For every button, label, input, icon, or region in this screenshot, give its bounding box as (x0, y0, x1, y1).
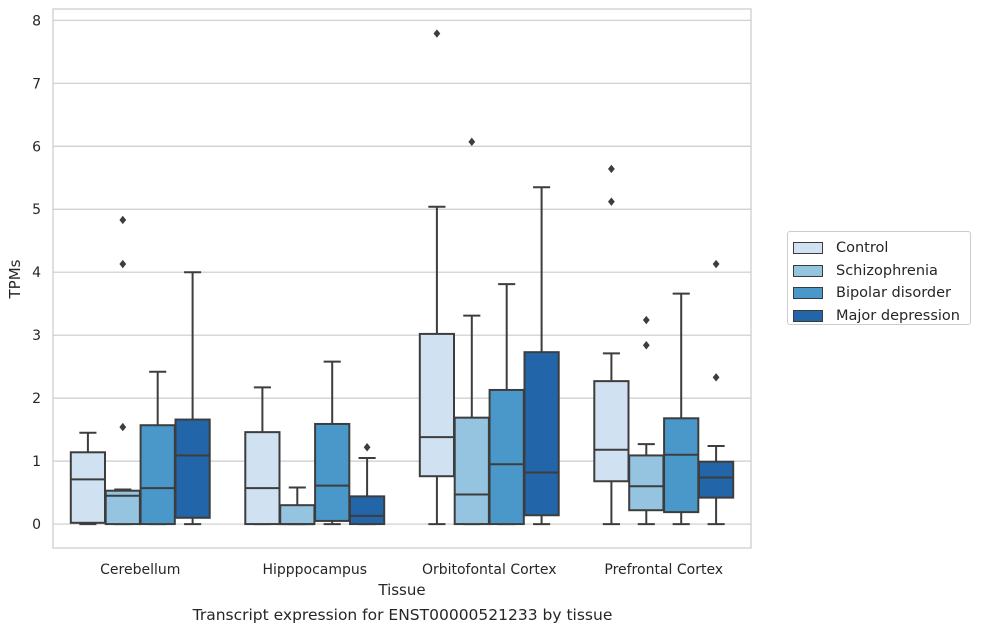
box-body (348, 495, 386, 526)
box-body (174, 418, 211, 519)
box-3-3 (697, 259, 735, 526)
box-body (523, 351, 560, 517)
y-tick-label: 3 (32, 328, 41, 344)
x-tick-label: Prefrontal Cortex (604, 562, 723, 578)
y-tick-label: 8 (32, 13, 41, 29)
box-body (69, 451, 107, 524)
box-3-1 (628, 315, 665, 526)
x-axis-label: Tissue (377, 581, 425, 599)
box-0-2 (139, 370, 176, 526)
legend-label: Schizophrenia (836, 262, 938, 279)
box-body (453, 416, 490, 526)
legend-swatch (793, 287, 823, 300)
box-0-1 (104, 215, 141, 526)
box-3-0 (593, 164, 630, 526)
y-tick-label: 7 (32, 76, 41, 92)
box-body (314, 422, 351, 522)
outlier-point (119, 259, 127, 269)
box-body (593, 380, 630, 483)
plot-frame (52, 8, 752, 549)
outlier-point (642, 315, 650, 325)
legend-swatch (793, 309, 823, 322)
outlier-point (712, 259, 720, 269)
x-tick-labels: Cerebellum Hipppocampus Orbitofontal Corte… (100, 562, 723, 578)
outlier-point (608, 164, 615, 174)
box-body (139, 424, 176, 526)
box-body (663, 417, 700, 514)
outlier-point (608, 197, 615, 206)
legend-swatch (793, 242, 823, 255)
legend: Control Schizophrenia Bipolar disorder Majo… (787, 231, 971, 325)
box-body (697, 460, 735, 499)
legend-item: Control (793, 237, 970, 260)
legend-label: Control (836, 240, 889, 257)
y-tick-label: 2 (32, 391, 41, 407)
box-2-1 (453, 137, 490, 526)
legend-swatch (793, 264, 823, 277)
box-series (69, 29, 735, 526)
box-1-2 (314, 360, 351, 526)
x-tick-label: Orbitofontal Cortex (422, 562, 557, 578)
y-tick-label: 6 (32, 139, 41, 155)
outlier-point (433, 29, 441, 38)
box-1-0 (244, 386, 281, 526)
box-2-2 (488, 283, 525, 526)
outlier-point (119, 215, 127, 225)
box-1-1 (279, 486, 316, 526)
box-0-0 (69, 431, 107, 526)
box-body (488, 388, 525, 526)
y-tick-labels: 0 1 2 3 4 5 6 7 8 (32, 13, 41, 533)
outlier-point (119, 422, 127, 432)
y-tick-label: 4 (32, 265, 41, 281)
legend-item: Major depression (793, 305, 970, 328)
box-body (628, 454, 665, 512)
legend-label: Major depression (836, 307, 960, 324)
outlier-point (363, 443, 371, 452)
box-1-3 (348, 443, 386, 526)
legend-label: Bipolar disorder (836, 285, 951, 302)
box-body (244, 431, 281, 526)
box-0-3 (174, 271, 211, 526)
box-body (418, 332, 456, 478)
chart-caption: Transcript expression for ENST0000052123… (192, 606, 613, 624)
y-tick-label: 1 (32, 454, 41, 470)
y-tick-label: 5 (32, 202, 41, 218)
outlier-point (712, 373, 720, 382)
box-2-3 (523, 186, 560, 526)
legend-item: Schizophrenia (793, 260, 970, 283)
outlier-point (468, 137, 476, 147)
y-axis-label: TPMs (6, 259, 24, 299)
x-tick-label: Hipppocampus (262, 562, 367, 578)
outlier-point (642, 341, 650, 350)
legend-item: Bipolar disorder (793, 282, 970, 305)
x-tick-label: Cerebellum (100, 562, 180, 578)
y-tick-label: 0 (32, 517, 41, 533)
box-body (279, 504, 316, 526)
box-3-2 (663, 292, 700, 526)
box-2-0 (418, 29, 456, 526)
